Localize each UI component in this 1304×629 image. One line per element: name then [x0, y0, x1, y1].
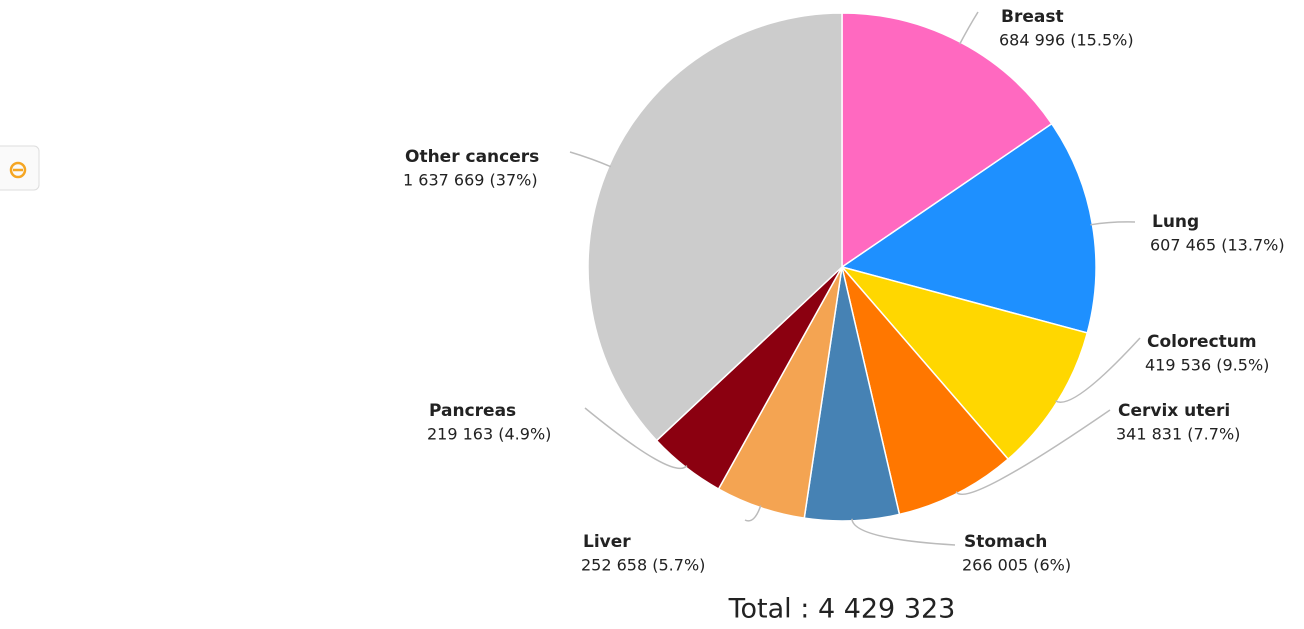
slice-name: Lung: [1152, 212, 1199, 232]
leader-line: [1055, 337, 1141, 403]
slice-value-label: 1 637 669 (37%): [403, 171, 538, 190]
leader-line: [959, 11, 979, 45]
leader-line: [569, 151, 612, 168]
leader-line: [744, 505, 762, 522]
slice-name: Pancreas: [429, 401, 516, 421]
leader-line: [1090, 221, 1136, 226]
button-icon[interactable]: [9, 161, 27, 179]
button-frame[interactable]: [0, 145, 40, 191]
slice-name: Liver: [583, 532, 631, 552]
slice-value-label: 252 658 (5.7%): [581, 556, 705, 575]
slice-name: Stomach: [964, 532, 1047, 552]
slice-value-label: 266 005 (6%): [962, 556, 1071, 575]
slice-value-label: 684 996 (15.5%): [999, 31, 1134, 50]
slice-value-label: 607 465 (13.7%): [1150, 236, 1285, 255]
total-label: Total : 4 429 323: [728, 594, 956, 625]
slice-name: Other cancers: [405, 147, 539, 167]
slice-value-label: 219 163 (4.9%): [427, 425, 551, 444]
slice-name: Cervix uteri: [1118, 401, 1230, 421]
slice-name: Colorectum: [1147, 332, 1257, 352]
slice-name: Breast: [1001, 7, 1064, 27]
side-button[interactable]: [0, 145, 40, 191]
leader-line: [584, 407, 688, 470]
leader-line: [955, 409, 1111, 496]
slice-value-label: 341 831 (7.7%): [1116, 425, 1240, 444]
leader-line: [851, 518, 956, 546]
slice-value-label: 419 536 (9.5%): [1145, 356, 1269, 375]
